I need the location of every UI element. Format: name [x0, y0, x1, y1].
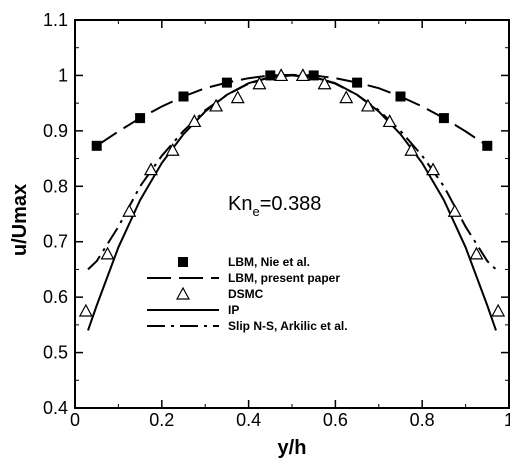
legend-swatch-triangle — [175, 286, 191, 300]
data-point-square — [221, 77, 232, 88]
data-point-triangle — [426, 162, 441, 176]
data-point-triangle — [274, 68, 289, 82]
x-tick-label: 0.8 — [410, 410, 435, 430]
data-point-triangle — [447, 203, 462, 217]
data-point-triangle — [317, 76, 332, 90]
data-point-triangle — [187, 114, 202, 128]
data-point-triangle — [339, 90, 354, 104]
tick-labels-layer: 0 0.2 0.4 0.6 0.8 1 0.4 0.5 0.6 0.7 0.8 0.9 1 1.1 — [43, 10, 510, 430]
data-point-triangle — [469, 246, 484, 260]
x-tick-label: 0.2 — [149, 410, 174, 430]
data-point-triangle — [491, 303, 506, 317]
x-tick-label: 1 — [504, 410, 510, 430]
y-tick-label: 1 — [58, 65, 68, 85]
data-point-triangle — [404, 143, 419, 156]
y-tick-label: 0.5 — [43, 343, 68, 363]
y-axis-title: u/Umax — [9, 184, 31, 256]
markers-layer — [78, 68, 506, 317]
data-point-triangle — [360, 98, 375, 112]
y-tick-label: 0.7 — [43, 232, 68, 252]
series-line-3 — [87, 74, 497, 331]
x-tick-label: 0 — [70, 410, 80, 430]
legend: LBM, Nie et al. LBM, present paper DSMC IP S… — [147, 252, 360, 342]
y-tick-label: 0.8 — [43, 176, 68, 196]
data-point-triangle — [382, 114, 397, 128]
series-line-4 — [87, 74, 497, 271]
data-point-triangle — [295, 68, 310, 82]
ticks-layer — [74, 19, 510, 409]
data-point-square — [395, 91, 406, 102]
data-point-triangle — [252, 76, 267, 90]
x-axis-title: y/h — [278, 437, 307, 459]
legend-swatch-square — [178, 257, 188, 267]
x-tick-label: 0.4 — [236, 410, 261, 430]
annotation-main: Kn — [228, 193, 252, 215]
curves-layer — [87, 73, 497, 331]
y-tick-label: 0.9 — [43, 121, 68, 141]
data-point-triangle — [143, 162, 158, 176]
data-point-square — [135, 113, 146, 124]
data-point-triangle — [78, 303, 93, 317]
data-point-square — [308, 70, 319, 81]
data-point-triangle — [122, 203, 137, 217]
legend-label: DSMC — [228, 287, 264, 301]
data-point-square — [438, 113, 449, 124]
data-point-square — [91, 140, 102, 151]
knudsen-annotation: Kne=0.388 — [228, 193, 321, 219]
x-tick-label: 0.6 — [323, 410, 348, 430]
y-tick-label: 0.6 — [43, 287, 68, 307]
data-point-triangle — [165, 143, 180, 156]
annotation-value: =0.388 — [260, 193, 322, 215]
y-tick-label: 1.1 — [43, 10, 68, 30]
data-point-triangle — [230, 90, 245, 104]
data-point-triangle — [100, 246, 115, 260]
data-point-square — [178, 91, 189, 102]
legend-label: IP — [228, 303, 239, 317]
data-point-square — [352, 77, 363, 88]
data-point-triangle — [209, 98, 224, 112]
series-line-1 — [96, 73, 488, 147]
annotation-subscript: e — [252, 204, 259, 219]
y-tick-label: 0.4 — [43, 398, 68, 418]
legend-label: Slip N-S, Arkilic et al. — [228, 319, 348, 333]
legend-label: LBM, present paper — [228, 271, 340, 285]
data-point-square — [265, 70, 276, 81]
data-point-square — [482, 140, 493, 151]
legend-label: LBM, Nie et al. — [228, 255, 310, 269]
